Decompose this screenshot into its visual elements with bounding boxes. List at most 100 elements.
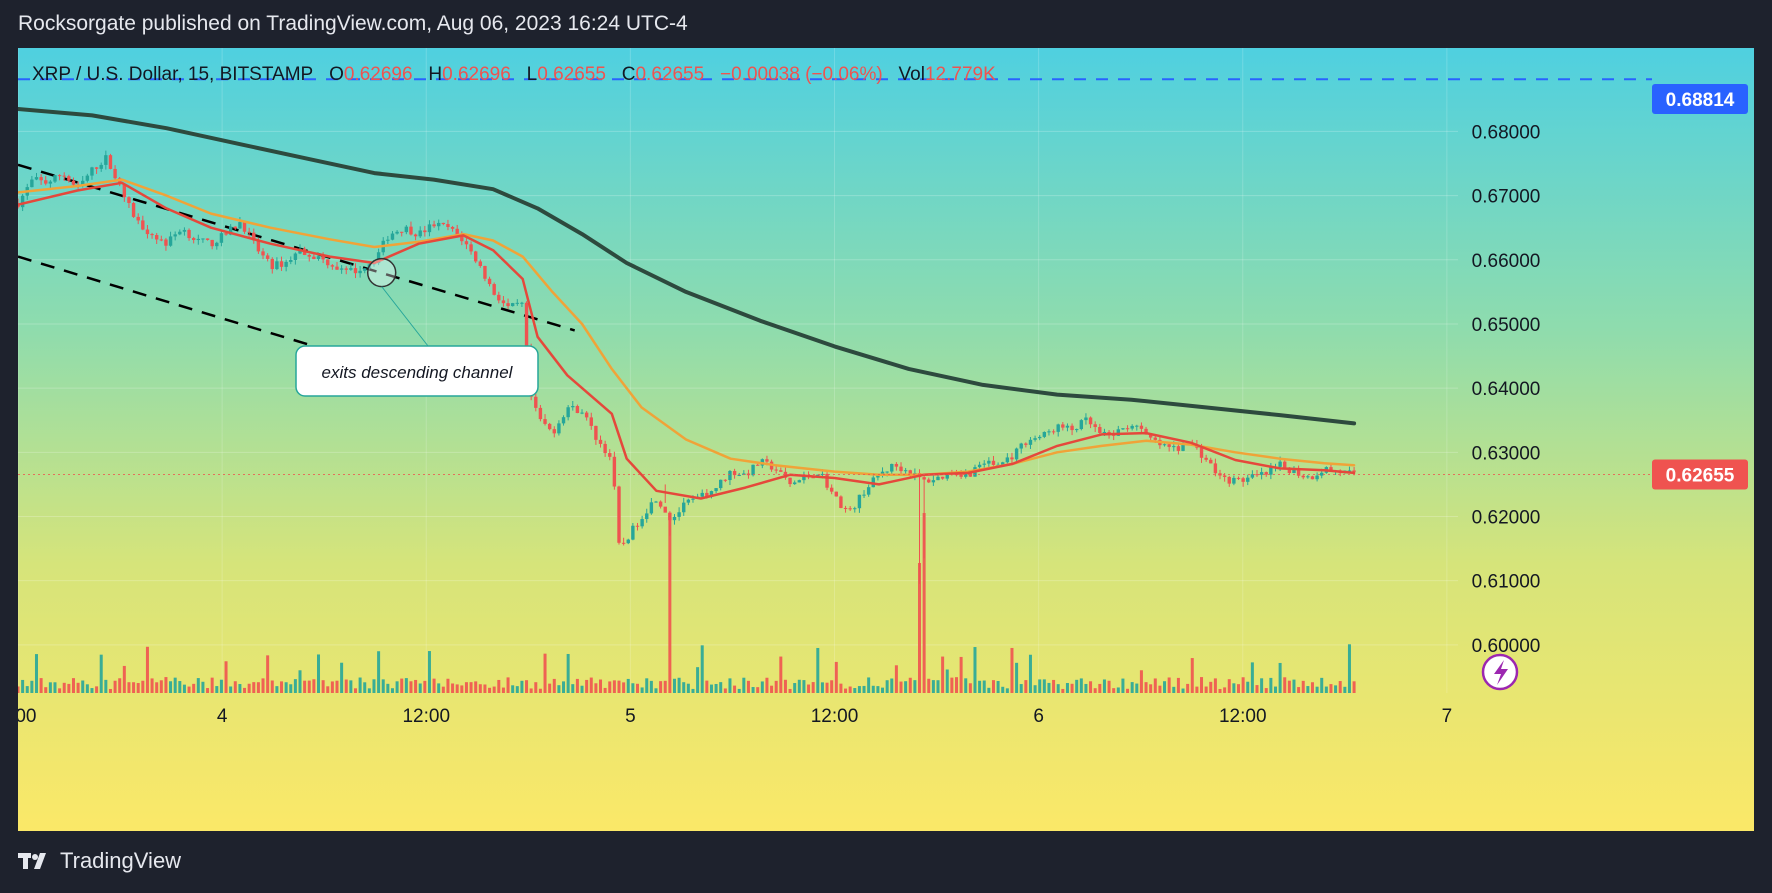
volume-bar <box>737 688 741 693</box>
last-price-label: 0.62655 <box>1666 465 1735 486</box>
candle-body <box>709 491 714 497</box>
volume-bar <box>192 683 196 693</box>
candle-body <box>108 155 113 169</box>
candle-body <box>113 168 117 179</box>
publish-line: Rocksorgate published on TradingView.com… <box>18 12 688 35</box>
volume-bar <box>691 688 695 693</box>
volume-bar <box>899 681 903 693</box>
volume-bar <box>293 679 297 693</box>
time-axis[interactable]: 2:00 4 12:00 5 12:00 6 12:00 7 <box>18 706 1452 727</box>
footer-brand[interactable]: TradingView <box>60 848 182 873</box>
volume-bar <box>1033 685 1037 693</box>
volume-bar <box>950 677 954 693</box>
volume-bar <box>1019 684 1023 693</box>
candle-body <box>945 473 949 479</box>
volume-bar <box>1112 688 1116 693</box>
candle-body <box>1213 463 1218 474</box>
candle-body <box>293 253 298 260</box>
candle-body <box>71 180 76 185</box>
candle-body <box>275 261 279 270</box>
candle-body <box>1125 428 1130 430</box>
volume-bar <box>455 684 459 693</box>
candle-body <box>1116 429 1121 436</box>
annotation-callout[interactable]: exits descending channel <box>295 345 539 397</box>
volume-bar <box>1015 662 1019 693</box>
volume-bar <box>1028 654 1032 693</box>
volume-bar <box>1237 684 1241 693</box>
ema-mid-line <box>18 178 1356 477</box>
high-label: H <box>428 64 443 85</box>
volume-bar <box>1250 662 1254 693</box>
lightning-icon[interactable] <box>1481 653 1519 691</box>
candle-body <box>1301 475 1305 478</box>
volume-bar <box>1343 686 1347 693</box>
candle-body <box>1306 476 1310 478</box>
y-tick-5: 0.63000 <box>1472 443 1541 464</box>
candle-body <box>802 476 806 481</box>
candle-body <box>339 268 344 270</box>
alert-price-badge[interactable]: 0.68814 <box>1652 84 1748 114</box>
candle-body <box>1148 433 1153 438</box>
volume-bar <box>247 683 251 693</box>
candle-body <box>1167 444 1171 447</box>
volume-bar <box>816 647 820 693</box>
price-chart[interactable]: exits descending channel 0.680000.670000… <box>18 48 1754 831</box>
tradingview-logo-icon[interactable] <box>18 851 52 871</box>
volume-bar <box>330 681 334 693</box>
candle-body <box>1347 470 1352 472</box>
candle-body <box>1227 476 1231 484</box>
volume-bar <box>44 687 48 693</box>
candle-body <box>215 242 219 247</box>
candle-body <box>1241 478 1245 482</box>
volume-bar <box>599 679 603 693</box>
low-value: 0.62655 <box>537 64 606 85</box>
volume-bar <box>1121 678 1125 693</box>
volume-bar <box>1310 682 1314 693</box>
last-price-badge[interactable]: 0.62655 <box>1652 459 1748 490</box>
candle-body <box>173 234 177 237</box>
volume-bar <box>418 683 422 693</box>
candle-body <box>899 466 903 472</box>
volume-bar <box>1283 677 1287 693</box>
volume-bar <box>349 680 353 693</box>
volume-bar <box>1010 647 1014 693</box>
volume-bar <box>566 653 570 693</box>
candle-body <box>598 439 603 444</box>
candle-body <box>728 470 732 481</box>
volume-bar <box>441 686 445 693</box>
candle-body <box>1130 425 1134 429</box>
volume-bar <box>1070 683 1074 693</box>
candle-body <box>594 425 598 440</box>
candle-body <box>316 256 321 260</box>
volume-bar <box>1320 677 1324 693</box>
chart-frame[interactable]: exits descending channel 0.68000 0.67000 0… <box>18 48 1754 831</box>
y-tick-8: 0.60000 <box>1472 636 1541 657</box>
volume-bar <box>377 651 381 693</box>
volume-bar <box>746 680 750 693</box>
volume-bar <box>497 679 501 693</box>
volume-bar <box>464 682 468 693</box>
volume-bar <box>945 669 949 693</box>
candle-body <box>885 471 889 473</box>
candle-body <box>520 302 524 304</box>
candle-body <box>820 473 825 475</box>
volume-bar <box>381 679 385 693</box>
symbol-name[interactable]: XRP / U.S. Dollar, 15, BITSTAMP <box>32 64 314 85</box>
candle-body <box>252 232 256 241</box>
volume-bar <box>289 684 293 693</box>
price-axis[interactable]: 0.68000 0.67000 0.66000 0.65000 0.64000 0.630… <box>1472 122 1541 656</box>
volume-bar <box>580 685 584 693</box>
volume-bar <box>968 683 972 693</box>
volume-bar <box>760 681 764 693</box>
close-label: C <box>621 64 636 85</box>
candle-body <box>737 474 741 476</box>
candle-body <box>862 494 866 496</box>
volume-bar <box>108 688 112 693</box>
candle-body <box>686 499 691 503</box>
annotation-marker[interactable] <box>366 257 429 347</box>
volume-bar <box>1107 680 1111 693</box>
volume-bar <box>640 687 644 693</box>
footer: TradingView <box>18 848 181 874</box>
volume-bar <box>853 688 857 693</box>
volume-bar <box>34 654 38 693</box>
